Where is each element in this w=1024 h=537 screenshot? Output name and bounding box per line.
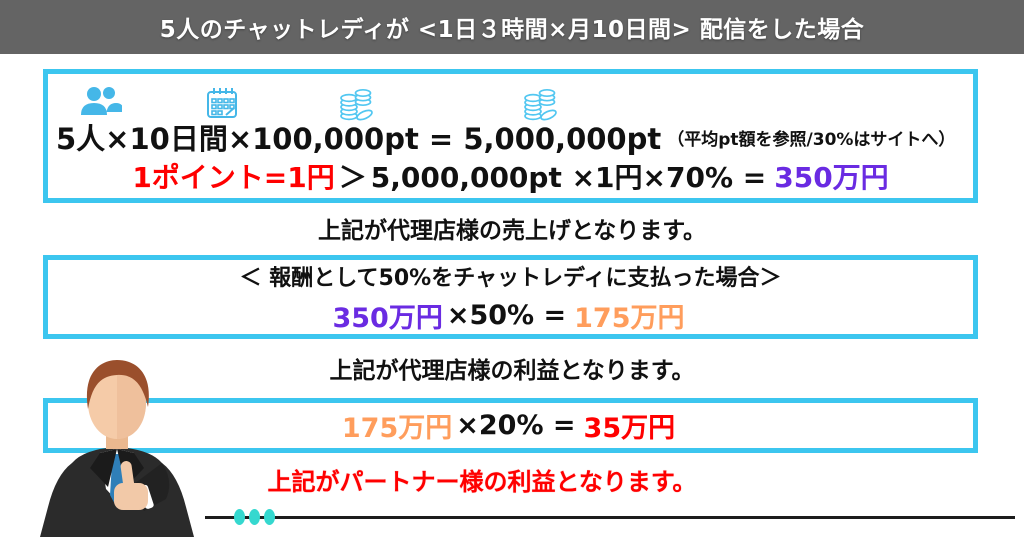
comparison-arrow: ＞ [338,161,367,194]
revenue-box: 5人×10日間×100,000pt = 5,000,000pt （平均pt額を参… [43,69,978,203]
divider-line [205,516,1015,519]
partner-result: 35万円 [583,413,676,444]
reward-operation: ×50% = [446,299,567,331]
revenue-note: （平均pt額を参照/30%はサイトへ） [667,129,956,150]
caption-agency-sales: 上記が代理店様の売上げとなります。 [317,218,706,244]
reward-base: 350万円 [332,302,443,334]
page-title: 5人のチャットレディが <1日３時間×月10日間> 配信をした場合 [159,17,865,43]
coins-icon [520,85,560,123]
revenue-equation: 5人×10日間×100,000pt = 5,000,000pt [56,122,662,156]
partner-calc-line: 175万円 ×20% = 35万円 [342,406,679,445]
sales-result: 350万円 [774,161,889,194]
conversion-formula-line: 1ポイント=1円 ＞ 5,000,000pt ×1円×70% = 350万円 [48,156,973,196]
reward-condition: ＜ 報酬として50%をチャットレディに支払った場合＞ [239,265,782,291]
teal-dot [234,509,245,525]
teal-dot [264,509,275,525]
partner-box: 175万円 ×20% = 35万円 [43,398,978,453]
businessman-illustration [20,357,216,537]
reward-box: ＜ 報酬として50%をチャットレディに支払った場合＞ 350万円 ×50% = … [43,255,978,339]
partner-operation: ×20% = [456,410,576,441]
header-bar: 5人のチャットレディが <1日３時間×月10日間> 配信をした場合 [0,0,1024,54]
coins-icon [336,85,376,123]
partner-base: 175万円 [341,413,453,444]
revenue-formula-line: 5人×10日間×100,000pt = 5,000,000pt （平均pt額を参… [56,116,967,158]
caption-partner-profit: 上記がパートナー様の利益となります。 [267,468,697,496]
conversion-calc: 5,000,000pt ×1円×70% = [370,161,767,194]
reward-result: 175万円 [574,302,685,334]
point-rate: 1ポイント=1円 [132,161,335,194]
people-icon [78,85,122,119]
divider-dots [234,509,275,525]
caption-agency-profit: 上記が代理店様の利益となります。 [329,358,695,384]
teal-dot [249,509,260,525]
calendar-icon [204,85,240,121]
reward-calc-line: 350万円 ×50% = 175万円 [332,296,688,335]
